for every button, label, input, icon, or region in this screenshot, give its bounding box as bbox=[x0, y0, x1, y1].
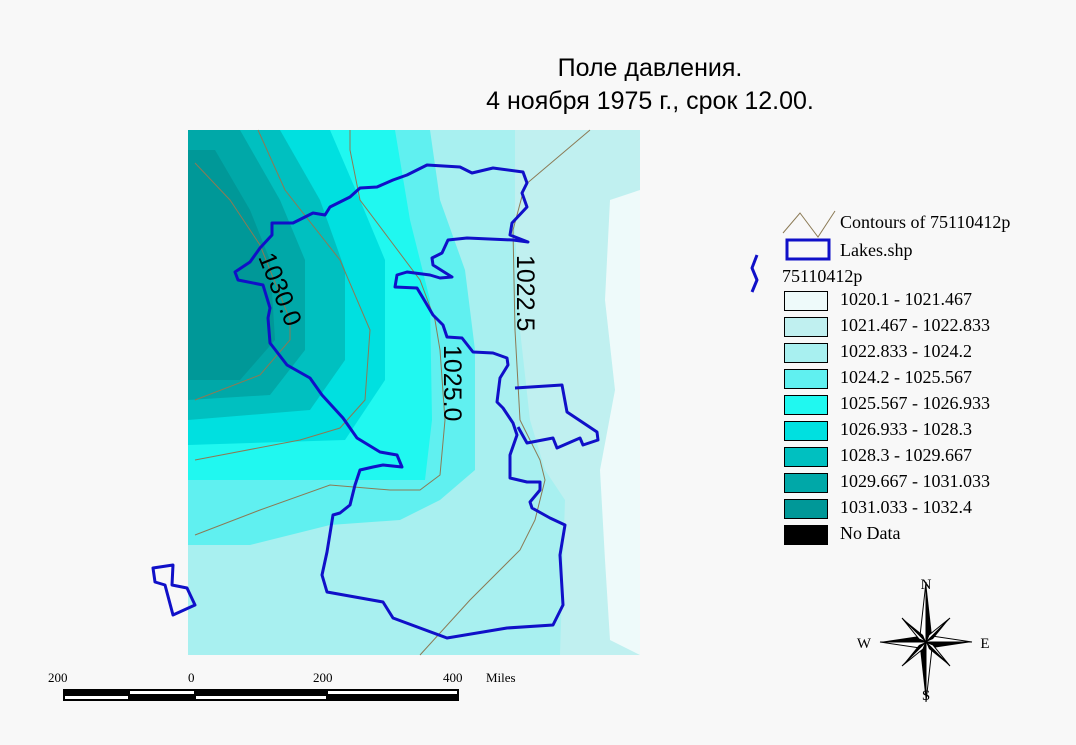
scale-tick: 200 bbox=[313, 670, 333, 685]
legend-class-label: 1020.1 - 1021.467 bbox=[840, 289, 972, 309]
compass-n: N bbox=[921, 577, 932, 593]
lakes bbox=[151, 163, 759, 640]
legend-swatch bbox=[784, 421, 828, 441]
legend-contours-label: Contours of 75110412p bbox=[840, 212, 1011, 232]
contour-line bbox=[194, 162, 291, 401]
legend-lakes-label: Lakes.shp bbox=[840, 240, 913, 260]
lake-outline bbox=[750, 254, 759, 293]
compass-s: S bbox=[922, 688, 930, 704]
legend-swatch bbox=[784, 343, 828, 363]
compass-labels: N S W E bbox=[857, 577, 990, 704]
legend-class-label: 1029.667 - 1031.033 bbox=[840, 471, 990, 491]
legend-class-label: 1028.3 - 1029.667 bbox=[840, 445, 972, 465]
map-title-line-2: 4 ноября 1975 г., срок 12.00. bbox=[486, 87, 814, 115]
legend-swatch bbox=[784, 499, 828, 519]
legend-swatch bbox=[784, 317, 828, 337]
lake-outline bbox=[514, 383, 600, 450]
legend-class-label: 1024.2 - 1025.567 bbox=[840, 367, 972, 387]
contour-label: 1025.0 bbox=[438, 345, 466, 421]
legend-swatch bbox=[784, 525, 828, 545]
lake-legend-symbol bbox=[785, 238, 831, 261]
scale-tick: 400 bbox=[443, 670, 463, 685]
legend-class-label: 1022.833 - 1024.2 bbox=[840, 341, 972, 361]
contour-line bbox=[194, 130, 446, 536]
legend-class-label: 1021.467 - 1022.833 bbox=[840, 315, 990, 335]
legend-swatch bbox=[784, 447, 828, 467]
zone-1031-1032 bbox=[188, 150, 275, 380]
scale-bar bbox=[63, 689, 459, 701]
scale-units: Miles bbox=[486, 670, 516, 685]
contour-line bbox=[419, 129, 591, 656]
north-arrow-icon bbox=[879, 581, 973, 703]
compass-w: W bbox=[857, 636, 872, 652]
legend-grid-title: 75110412p bbox=[782, 266, 863, 286]
zone-1020-1021 bbox=[600, 190, 640, 655]
scale-tick: 0 bbox=[188, 670, 195, 685]
legend-swatch bbox=[784, 369, 828, 389]
legend-swatch bbox=[784, 291, 828, 311]
contour-line bbox=[194, 129, 371, 461]
contours bbox=[194, 129, 591, 656]
legend-class-label: No Data bbox=[840, 523, 901, 543]
legend-class-label: 1026.933 - 1028.3 bbox=[840, 419, 972, 439]
scale-tick: 200 bbox=[48, 670, 68, 685]
contour-legend-symbol bbox=[782, 210, 836, 238]
map-title-line-1: Поле давления. bbox=[557, 54, 743, 82]
pressure-grid bbox=[188, 130, 640, 655]
legend-class-label: 1031.033 - 1032.4 bbox=[840, 497, 972, 517]
lake-outline bbox=[151, 563, 197, 617]
legend-swatch bbox=[784, 473, 828, 493]
contour-label: 1022.5 bbox=[511, 255, 539, 331]
legend-swatch bbox=[784, 395, 828, 415]
lake-outline bbox=[233, 163, 567, 640]
legend-class-label: 1025.567 - 1026.933 bbox=[840, 393, 990, 413]
compass-e: E bbox=[980, 636, 989, 652]
